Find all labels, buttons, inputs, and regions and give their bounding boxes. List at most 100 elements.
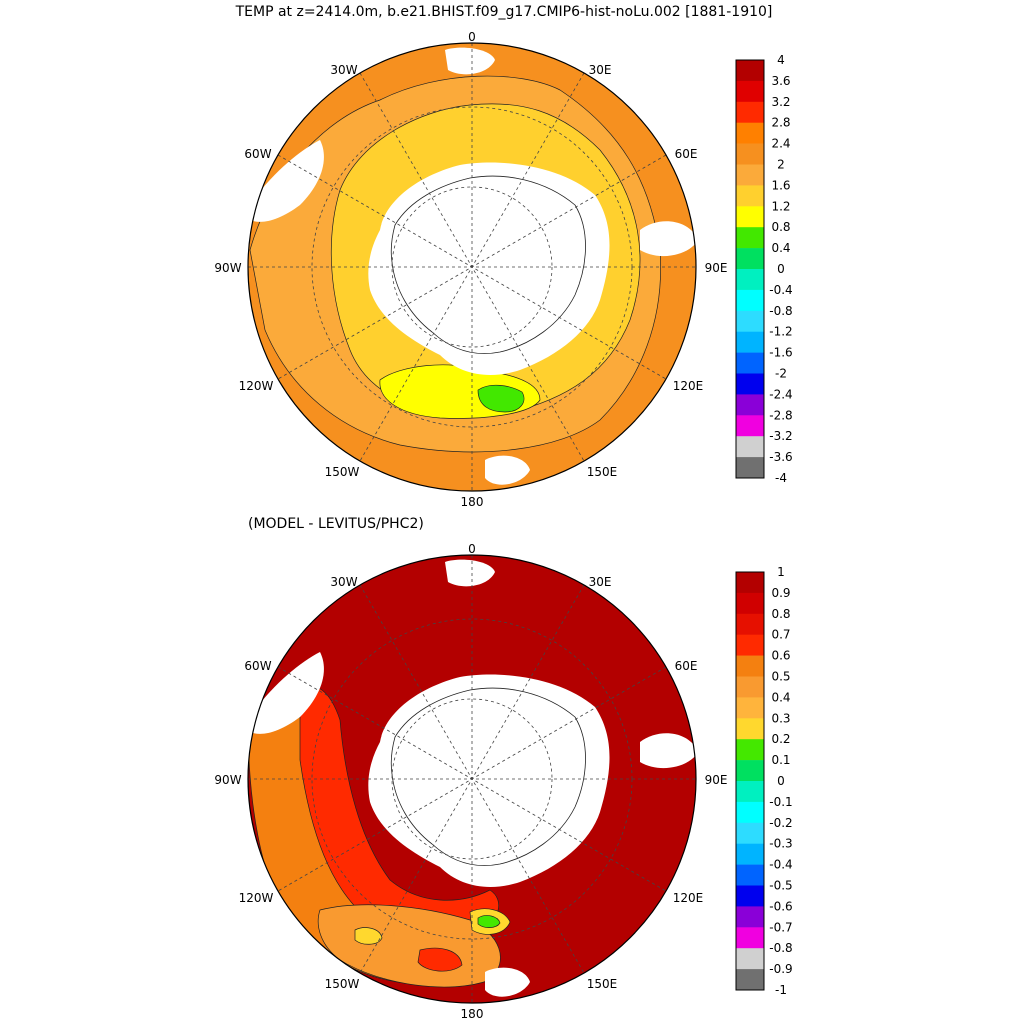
top-africa — [445, 47, 495, 75]
bottom-colorbar-swatch — [736, 927, 764, 949]
top-colorbar-label: 0 — [777, 262, 785, 276]
bottom-colorbar-swatch — [736, 655, 764, 677]
top-colorbar-label: -2 — [775, 367, 787, 381]
bottom-lon-label-120e: 120E — [673, 891, 704, 905]
bottom-field-green — [477, 915, 501, 928]
bottom-colorbar-swatch — [736, 969, 764, 991]
bottom-colorbar-border — [735, 571, 765, 991]
bottom-new-zealand — [485, 967, 530, 997]
bottom-meridians — [248, 555, 696, 1003]
bottom-colorbar-label: -0.1 — [769, 795, 792, 809]
bottom-africa — [445, 559, 495, 587]
bottom-colorbar-label: -0.8 — [769, 941, 792, 955]
bottom-colorbar-swatch — [736, 843, 764, 865]
top-lon-label-30w: 30W — [330, 63, 357, 77]
bottom-lon-label-60w: 60W — [244, 659, 271, 673]
top-graticule — [247, 42, 697, 492]
top-coastline — [390, 175, 586, 354]
top-colorbar: 4 3.6 3.2 2.8 2.4 2 1.6 1.2 0.8 0.4 0 -0.4 -0.8 -1.2 -… — [735, 53, 793, 485]
top-meridians — [248, 43, 696, 491]
top-new-zealand — [485, 455, 530, 485]
bottom-lat-circle-inner — [391, 698, 553, 860]
bottom-colorbar: 1 0.9 0.8 0.7 0.6 0.5 0.4 0.3 0.2 0.1 0 -0.1 -0.2 -0.… — [735, 565, 793, 997]
bottom-map-border — [247, 554, 697, 1004]
bottom-lon-label-150e: 150E — [587, 977, 618, 991]
top-lon-label-30e: 30E — [589, 63, 612, 77]
bottom-australia — [640, 733, 696, 769]
bottom-colorbar-label: 0.9 — [771, 586, 790, 600]
top-colorbar-swatch — [736, 331, 764, 353]
bottom-lon-label-30w: 30W — [330, 575, 357, 589]
top-lon-label-120e: 120E — [673, 379, 704, 393]
top-antarctica — [368, 162, 610, 375]
top-lon-label-90e: 90E — [705, 261, 728, 275]
bottom-colorbar-swatch — [736, 801, 764, 824]
bottom-graticule — [247, 554, 697, 1004]
top-colorbar-swatch — [736, 269, 764, 291]
top-map — [248, 43, 696, 491]
bottom-antarctica — [368, 674, 610, 887]
bottom-colorbar-swatch — [736, 906, 764, 928]
top-colorbar-swatch — [736, 122, 764, 144]
top-colorbar-swatch — [736, 248, 764, 270]
bottom-coastline — [390, 687, 586, 866]
bottom-colorbar-label: -1 — [775, 983, 787, 997]
top-colorbar-label: 1.2 — [771, 199, 790, 213]
top-colorbar-label: 1.6 — [771, 178, 790, 192]
bottom-lon-label-60e: 60E — [675, 659, 698, 673]
bottom-colorbar-swatch — [736, 864, 764, 886]
bottom-colorbar-label: -0.6 — [769, 899, 792, 913]
top-colorbar-label: -0.4 — [769, 283, 792, 297]
top-lon-label-60e: 60E — [675, 147, 698, 161]
top-colorbar-label: 3.2 — [771, 95, 790, 109]
top-lon-label-120w: 120W — [239, 379, 274, 393]
bottom-colorbar-label: -0.5 — [769, 879, 792, 893]
top-colorbar-label: -1.6 — [769, 346, 792, 360]
top-lon-label-150w: 150W — [325, 465, 360, 479]
top-colorbar-swatch — [736, 394, 764, 416]
top-colorbar-label: 2.8 — [771, 116, 790, 130]
bottom-colorbar-swatch — [736, 613, 764, 635]
bottom-lon-label-0: 0 — [468, 542, 476, 556]
top-colorbar-swatch — [736, 101, 764, 123]
bottom-title: (MODEL - LEVITUS/PHC2) — [248, 516, 424, 532]
bottom-colorbar-label: 0 — [777, 774, 785, 788]
top-colorbar-label: -3.2 — [769, 429, 792, 443]
bottom-panel: (MODEL - LEVITUS/PHC2) — [214, 516, 792, 1021]
bottom-colorbar-swatch — [736, 592, 764, 615]
bottom-colorbar-swatch — [736, 718, 764, 740]
top-colorbar-border — [735, 59, 765, 479]
top-colorbar-swatch — [736, 415, 764, 437]
top-colorbar-label: 0.8 — [771, 220, 790, 234]
bottom-field-red — [299, 685, 500, 940]
top-colorbar-swatch — [736, 289, 764, 312]
top-colorbar-swatch — [736, 436, 764, 458]
bottom-lon-label-180: 180 — [461, 1007, 484, 1021]
top-colorbar-swatch — [736, 185, 764, 207]
bottom-colorbar-swatch — [736, 948, 764, 970]
bottom-colorbar-label: 0.3 — [771, 711, 790, 725]
top-colorbar-swatch — [736, 164, 764, 186]
top-colorbar-label: -4 — [775, 471, 787, 485]
bottom-colorbar-label: 0.4 — [771, 690, 790, 704]
bottom-lon-label-120w: 120W — [239, 891, 274, 905]
bottom-colorbar-label: 1 — [777, 565, 785, 579]
top-lon-label-180: 180 — [461, 495, 484, 509]
top-colorbar-label: -0.8 — [769, 304, 792, 318]
bottom-colorbar-swatch — [736, 634, 764, 656]
top-colorbar-label: 0.4 — [771, 241, 790, 255]
bottom-colorbar-label: -0.7 — [769, 920, 792, 934]
bottom-colorbar-swatch — [736, 676, 764, 698]
top-colorbar-label: -3.6 — [769, 450, 792, 464]
top-panel: TEMP at z=2414.0m, b.e21.BHIST.f09_g17.C… — [214, 4, 792, 509]
bottom-lon-label-150w: 150W — [325, 977, 360, 991]
top-lat-circle-inner — [391, 186, 553, 348]
bottom-colorbar-swatch — [736, 760, 764, 782]
top-colorbar-label: -2.8 — [769, 408, 792, 422]
top-colorbar-label: 4 — [777, 53, 785, 67]
top-colorbar-swatch — [736, 310, 764, 332]
bottom-colorbar-label: -0.3 — [769, 837, 792, 851]
bottom-colorbar-label: 0.8 — [771, 607, 790, 621]
bottom-colorbar-label: -0.9 — [769, 962, 792, 976]
